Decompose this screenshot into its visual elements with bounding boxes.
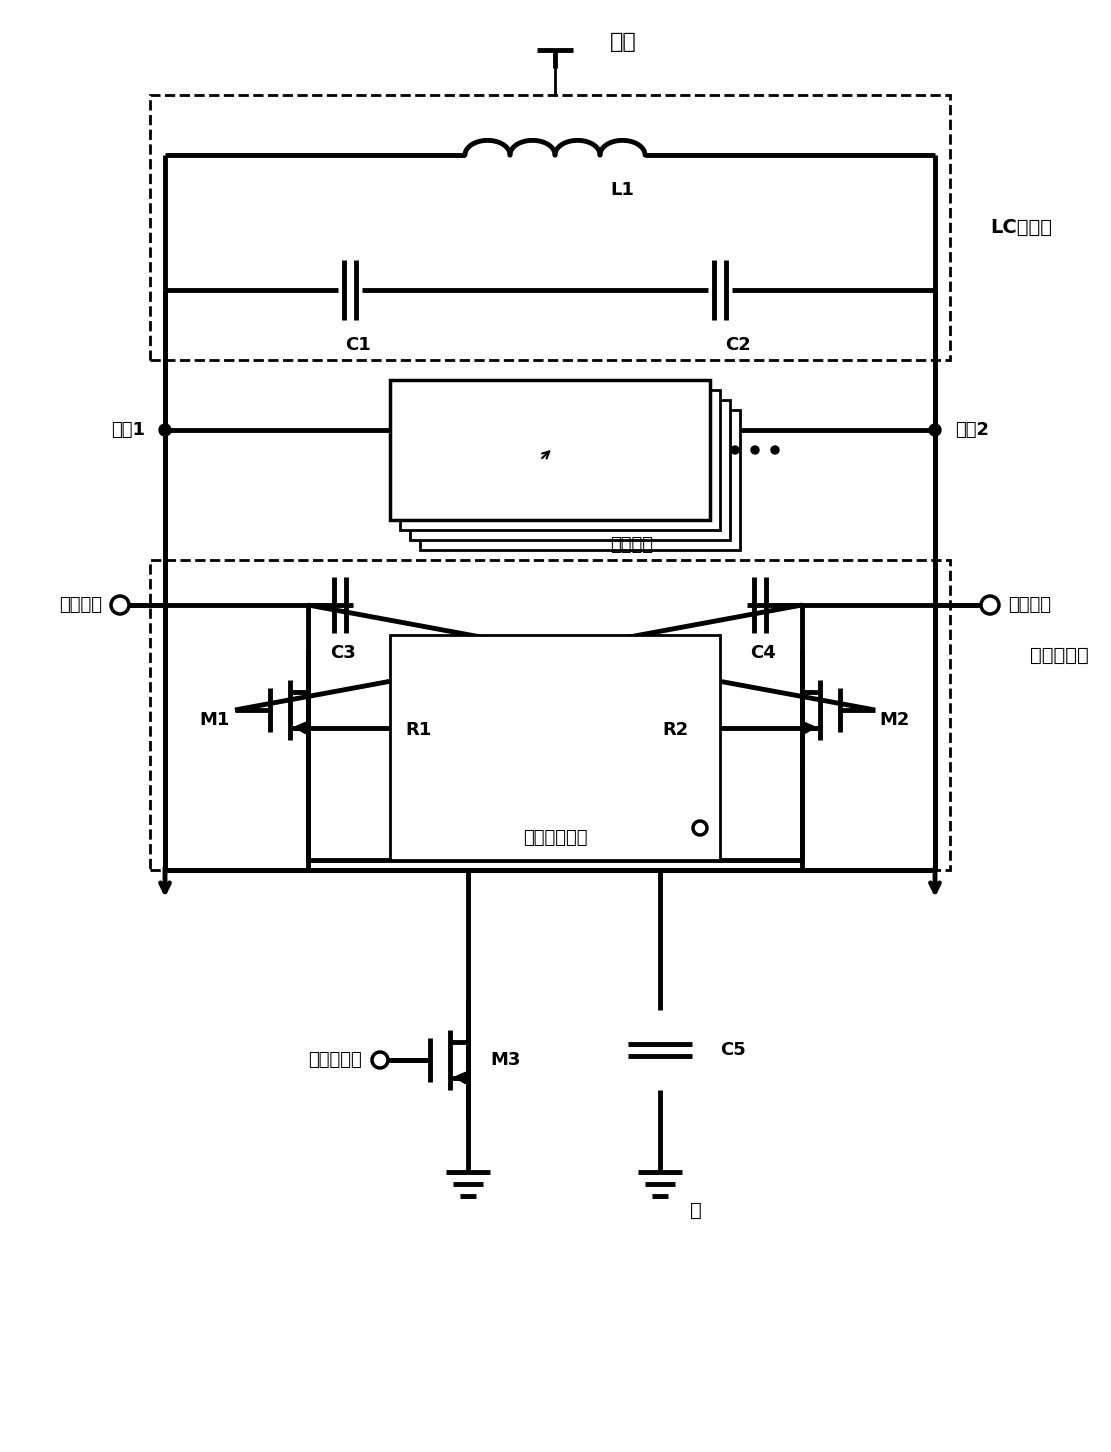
Text: 输出负端: 输出负端 [1008, 595, 1051, 614]
Bar [150, 94, 950, 360]
Text: 地: 地 [690, 1201, 702, 1220]
Circle shape [929, 424, 941, 436]
Circle shape [771, 446, 779, 454]
Text: 输出正端: 输出正端 [59, 595, 102, 614]
Text: 交叉耦合对: 交叉耦合对 [1030, 646, 1089, 665]
Bar [420, 409, 740, 550]
Text: R2: R2 [662, 722, 688, 739]
Text: C4: C4 [750, 645, 775, 662]
Text: M2: M2 [880, 711, 910, 729]
Text: C1: C1 [346, 335, 371, 354]
Text: M1: M1 [200, 711, 230, 729]
Text: LC谐振腔: LC谐振腔 [990, 218, 1052, 237]
Text: 调谐阵列: 调谐阵列 [610, 536, 653, 555]
Circle shape [751, 446, 759, 454]
Text: C2: C2 [725, 335, 751, 354]
Bar [390, 635, 720, 860]
Text: 节点1: 节点1 [111, 421, 146, 439]
Bar [150, 560, 950, 870]
Text: M3: M3 [490, 1051, 520, 1069]
Text: R1: R1 [406, 722, 432, 739]
Text: C3: C3 [330, 645, 356, 662]
Text: L1: L1 [610, 182, 634, 199]
Text: 动态栅极偏置: 动态栅极偏置 [523, 829, 588, 847]
Text: 电源: 电源 [610, 32, 637, 52]
Bar [400, 391, 720, 530]
Text: 节点2: 节点2 [955, 421, 989, 439]
Circle shape [159, 424, 171, 436]
Circle shape [731, 446, 739, 454]
Text: 尾电流偏置: 尾电流偏置 [308, 1051, 362, 1069]
Bar [390, 380, 710, 520]
Bar [410, 399, 730, 540]
Text: C5: C5 [720, 1041, 745, 1059]
